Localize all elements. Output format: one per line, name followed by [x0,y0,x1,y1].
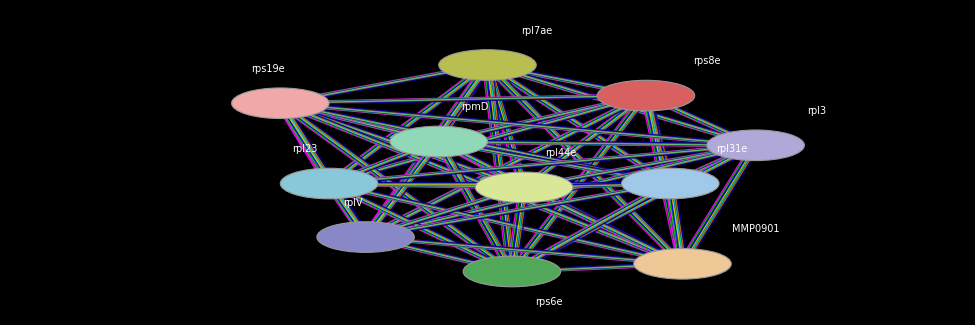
Circle shape [597,80,694,111]
Text: rps6e: rps6e [534,297,563,307]
Circle shape [476,172,573,203]
Text: rplV: rplV [343,198,364,208]
Circle shape [232,88,330,119]
Circle shape [439,50,536,80]
Circle shape [390,126,488,157]
Text: rpl31e: rpl31e [716,144,747,154]
Text: rpl23: rpl23 [292,144,318,154]
Text: rpl3: rpl3 [807,106,826,116]
Circle shape [317,222,414,252]
Circle shape [463,256,561,287]
Circle shape [281,168,378,199]
Text: rpl7ae: rpl7ae [521,26,552,36]
Text: rps19e: rps19e [252,64,285,74]
Circle shape [634,249,731,279]
Circle shape [622,168,720,199]
Circle shape [707,130,804,161]
Text: MMP0901: MMP0901 [732,224,779,234]
Text: rps8e: rps8e [693,56,721,66]
Text: rpmD: rpmD [461,102,489,112]
Text: rpl44e: rpl44e [545,148,576,158]
